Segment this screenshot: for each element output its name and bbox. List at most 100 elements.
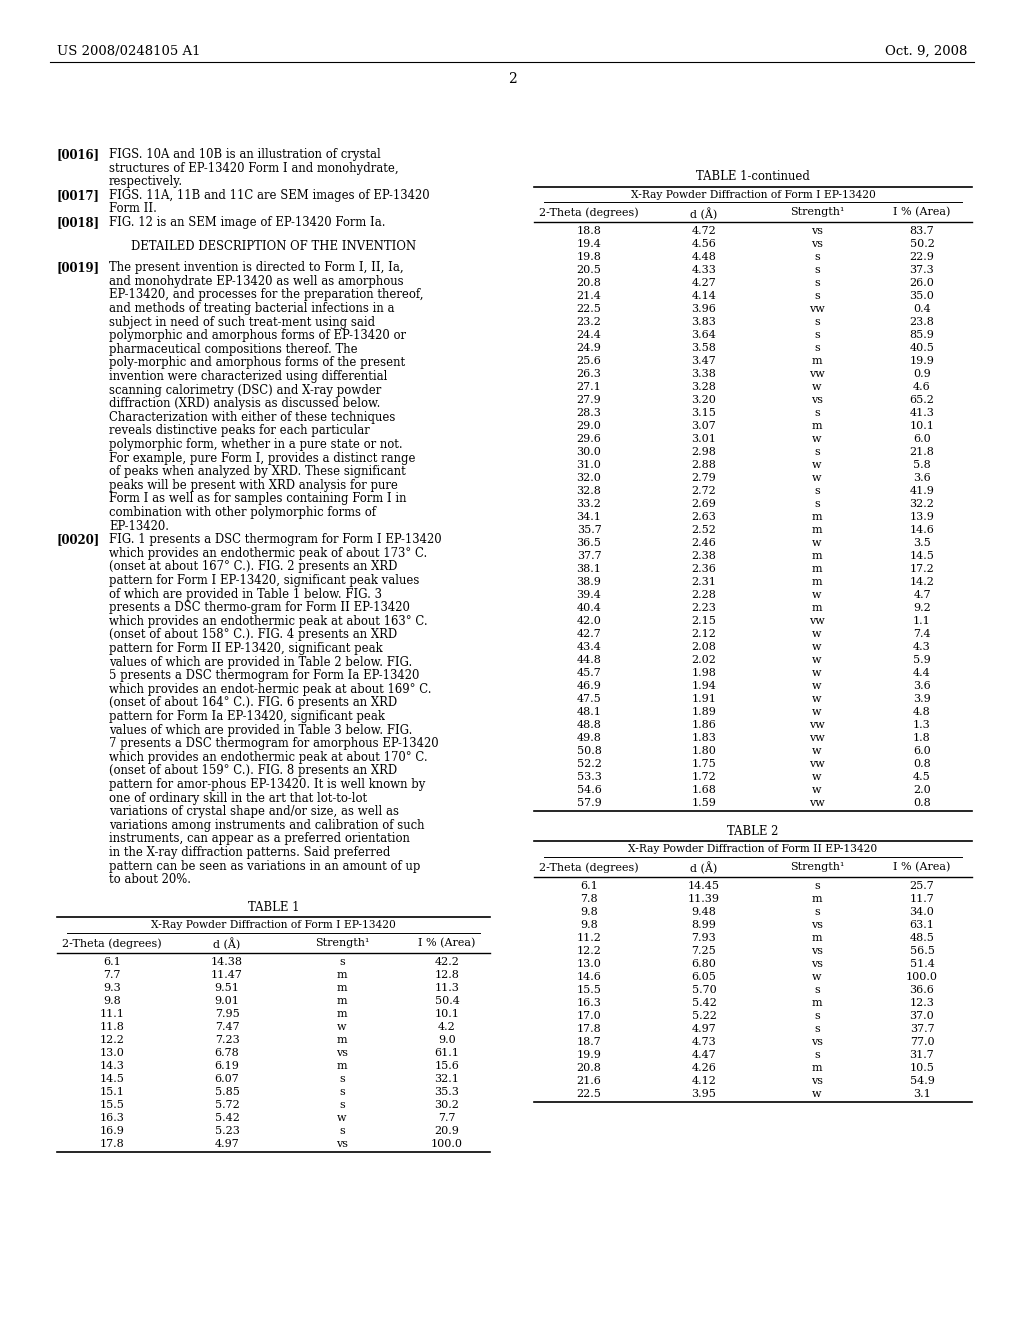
Text: in the X-ray diffraction patterns. Said preferred: in the X-ray diffraction patterns. Said … bbox=[109, 846, 390, 859]
Text: 1.59: 1.59 bbox=[691, 797, 717, 808]
Text: s: s bbox=[814, 317, 820, 327]
Text: 100.0: 100.0 bbox=[906, 972, 938, 982]
Text: 3.95: 3.95 bbox=[691, 1089, 717, 1098]
Text: diffraction (XRD) analysis as discussed below.: diffraction (XRD) analysis as discussed … bbox=[109, 397, 380, 411]
Text: 15.1: 15.1 bbox=[99, 1086, 125, 1097]
Text: 4.97: 4.97 bbox=[691, 1023, 717, 1034]
Text: 4.33: 4.33 bbox=[691, 265, 717, 275]
Text: 4.12: 4.12 bbox=[691, 1076, 717, 1085]
Text: m: m bbox=[812, 1063, 822, 1073]
Text: TABLE 1-continued: TABLE 1-continued bbox=[696, 170, 810, 183]
Text: 5.85: 5.85 bbox=[215, 1086, 240, 1097]
Text: 1.86: 1.86 bbox=[691, 719, 717, 730]
Text: 50.8: 50.8 bbox=[577, 746, 601, 756]
Text: of peaks when analyzed by XRD. These significant: of peaks when analyzed by XRD. These sig… bbox=[109, 465, 406, 478]
Text: 83.7: 83.7 bbox=[909, 226, 934, 236]
Text: 50.2: 50.2 bbox=[909, 239, 935, 248]
Text: 18.7: 18.7 bbox=[577, 1036, 601, 1047]
Text: m: m bbox=[337, 982, 347, 993]
Text: combination with other polymorphic forms of: combination with other polymorphic forms… bbox=[109, 506, 376, 519]
Text: For example, pure Form I, provides a distinct range: For example, pure Form I, provides a dis… bbox=[109, 451, 416, 465]
Text: 19.9: 19.9 bbox=[909, 356, 935, 366]
Text: 44.8: 44.8 bbox=[577, 655, 601, 665]
Text: 38.1: 38.1 bbox=[577, 564, 601, 574]
Text: 42.7: 42.7 bbox=[577, 628, 601, 639]
Text: 15.5: 15.5 bbox=[99, 1100, 125, 1110]
Text: 61.1: 61.1 bbox=[434, 1048, 460, 1057]
Text: 11.8: 11.8 bbox=[99, 1022, 125, 1032]
Text: EP-13420.: EP-13420. bbox=[109, 520, 169, 532]
Text: vw: vw bbox=[809, 797, 825, 808]
Text: [0017]: [0017] bbox=[57, 189, 100, 202]
Text: 3.83: 3.83 bbox=[691, 317, 717, 327]
Text: EP-13420, and processes for the preparation thereof,: EP-13420, and processes for the preparat… bbox=[109, 288, 424, 301]
Text: values of which are provided in Table 2 below. FIG.: values of which are provided in Table 2 … bbox=[109, 656, 413, 669]
Text: 33.2: 33.2 bbox=[577, 499, 601, 508]
Text: 21.8: 21.8 bbox=[909, 446, 935, 457]
Text: 19.9: 19.9 bbox=[577, 1049, 601, 1060]
Text: w: w bbox=[812, 473, 821, 483]
Text: 1.83: 1.83 bbox=[691, 733, 717, 743]
Text: 8.99: 8.99 bbox=[691, 920, 717, 929]
Text: invention were characterized using differential: invention were characterized using diffe… bbox=[109, 370, 387, 383]
Text: s: s bbox=[814, 265, 820, 275]
Text: 27.1: 27.1 bbox=[577, 381, 601, 392]
Text: 2-Theta (degrees): 2-Theta (degrees) bbox=[62, 939, 162, 949]
Text: w: w bbox=[812, 537, 821, 548]
Text: 1.68: 1.68 bbox=[691, 785, 717, 795]
Text: 4.56: 4.56 bbox=[691, 239, 717, 248]
Text: Strength¹: Strength¹ bbox=[314, 939, 370, 948]
Text: 6.1: 6.1 bbox=[103, 957, 121, 966]
Text: 27.9: 27.9 bbox=[577, 395, 601, 405]
Text: 11.39: 11.39 bbox=[688, 894, 720, 904]
Text: 3.28: 3.28 bbox=[691, 381, 717, 392]
Text: 1.91: 1.91 bbox=[691, 694, 717, 704]
Text: which provides an endothermic peak of about 173° C.: which provides an endothermic peak of ab… bbox=[109, 546, 427, 560]
Text: 4.5: 4.5 bbox=[913, 772, 931, 781]
Text: I % (Area): I % (Area) bbox=[419, 939, 476, 948]
Text: pattern for Form Ia EP-13420, significant peak: pattern for Form Ia EP-13420, significan… bbox=[109, 710, 385, 723]
Text: Oct. 9, 2008: Oct. 9, 2008 bbox=[885, 45, 967, 58]
Text: pattern can be seen as variations in an amount of up: pattern can be seen as variations in an … bbox=[109, 859, 421, 873]
Text: w: w bbox=[812, 590, 821, 599]
Text: FIGS. 10A and 10B is an illustration of crystal: FIGS. 10A and 10B is an illustration of … bbox=[109, 148, 381, 161]
Text: vs: vs bbox=[811, 945, 823, 956]
Text: vw: vw bbox=[809, 368, 825, 379]
Text: [0019]: [0019] bbox=[57, 261, 100, 275]
Text: 54.9: 54.9 bbox=[909, 1076, 935, 1085]
Text: 9.8: 9.8 bbox=[103, 995, 121, 1006]
Text: 2.79: 2.79 bbox=[691, 473, 717, 483]
Text: 3.96: 3.96 bbox=[691, 304, 717, 314]
Text: 56.5: 56.5 bbox=[909, 945, 935, 956]
Text: 49.8: 49.8 bbox=[577, 733, 601, 743]
Text: 7.23: 7.23 bbox=[215, 1035, 240, 1044]
Text: 29.0: 29.0 bbox=[577, 421, 601, 430]
Text: vs: vs bbox=[811, 1036, 823, 1047]
Text: w: w bbox=[337, 1022, 347, 1032]
Text: 4.26: 4.26 bbox=[691, 1063, 717, 1073]
Text: w: w bbox=[812, 459, 821, 470]
Text: 46.9: 46.9 bbox=[577, 681, 601, 690]
Text: 5 presents a DSC thermogram for Form Ia EP-13420: 5 presents a DSC thermogram for Form Ia … bbox=[109, 669, 420, 682]
Text: polymorphic and amorphous forms of EP-13420 or: polymorphic and amorphous forms of EP-13… bbox=[109, 329, 406, 342]
Text: d (Å): d (Å) bbox=[690, 862, 718, 875]
Text: 7.4: 7.4 bbox=[913, 628, 931, 639]
Text: 25.7: 25.7 bbox=[909, 880, 934, 891]
Text: 85.9: 85.9 bbox=[909, 330, 935, 339]
Text: 1.72: 1.72 bbox=[691, 772, 717, 781]
Text: 45.7: 45.7 bbox=[577, 668, 601, 677]
Text: vw: vw bbox=[809, 759, 825, 768]
Text: 1.75: 1.75 bbox=[691, 759, 717, 768]
Text: 34.0: 34.0 bbox=[909, 907, 935, 916]
Text: 5.42: 5.42 bbox=[691, 998, 717, 1007]
Text: 40.4: 40.4 bbox=[577, 603, 601, 612]
Text: 2.69: 2.69 bbox=[691, 499, 717, 508]
Text: w: w bbox=[812, 628, 821, 639]
Text: and methods of treating bacterial infections in a: and methods of treating bacterial infect… bbox=[109, 302, 394, 315]
Text: 32.2: 32.2 bbox=[909, 499, 935, 508]
Text: values of which are provided in Table 3 below. FIG.: values of which are provided in Table 3 … bbox=[109, 723, 413, 737]
Text: 26.3: 26.3 bbox=[577, 368, 601, 379]
Text: 2.46: 2.46 bbox=[691, 537, 717, 548]
Text: 9.8: 9.8 bbox=[581, 907, 598, 916]
Text: m: m bbox=[337, 1035, 347, 1044]
